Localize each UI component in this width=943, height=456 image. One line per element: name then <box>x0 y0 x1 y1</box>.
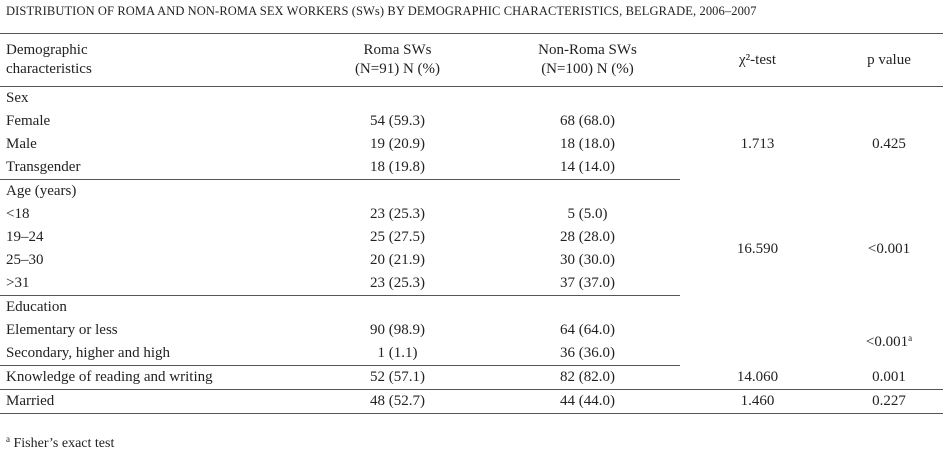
footnote-marker: a <box>908 332 913 343</box>
value-cell: 14 (14.0) <box>495 156 680 180</box>
chi-value: 1.713 <box>740 136 775 153</box>
header-cell: Demographic characteristics <box>0 33 300 87</box>
chi-value: 16.590 <box>736 240 779 257</box>
group-row: Education <box>0 296 943 320</box>
footnote: a Fisher’s exact test <box>6 434 115 452</box>
group-label: Sex <box>6 90 29 106</box>
value-cell: 0.227 <box>835 389 943 414</box>
value-cell: 23 (25.3) <box>370 206 425 222</box>
p-value: 0.425 <box>872 136 906 153</box>
data-row: Male 19 (20.9) 18 (18.0) <box>0 133 943 156</box>
footnote-marker: a <box>6 434 10 444</box>
row-label: 25–30 <box>6 252 44 268</box>
header-text: Roma SWs <box>363 42 432 58</box>
p-value: <0.001 <box>867 240 911 257</box>
group-row: Sex <box>0 87 943 111</box>
value-cell: 28 (28.0) <box>560 229 615 245</box>
row-label: Knowledge of reading and writing <box>0 365 300 390</box>
value-cell: 20 (21.9) <box>370 252 425 268</box>
value-cell: 37 (37.0) <box>495 272 680 296</box>
data-row: 25–30 20 (21.9) 30 (30.0) <box>0 249 943 272</box>
value-cell: 18 (18.0) <box>560 136 615 152</box>
data-row: <18 23 (25.3) 5 (5.0) 16.590 <0.001 <box>0 203 943 257</box>
value-cell: 19 (20.9) <box>370 136 425 152</box>
data-row: >31 23 (25.3) 37 (37.0) <box>0 272 943 296</box>
value-cell: 54 (59.3) <box>370 113 425 129</box>
chi-cell <box>680 319 835 366</box>
data-row: Knowledge of reading and writing 52 (57.1… <box>0 365 943 390</box>
data-row: Elementary or less 90 (98.9) 64 (64.0) <0.0… <box>0 319 943 350</box>
p-cell: <0.001a <box>835 319 943 366</box>
row-label: Male <box>6 136 37 152</box>
header-text: Non-Roma SWs <box>538 42 637 58</box>
value-cell: 68 (68.0) <box>560 113 615 129</box>
p-cell: <0.001 <box>835 203 943 296</box>
row-label: >31 <box>0 272 300 296</box>
chi-cell: 16.590 <box>680 203 835 296</box>
p-value: <0.001 <box>865 333 909 350</box>
value-cell: 1 (1.1) <box>300 342 495 366</box>
header-text: p value <box>867 51 911 68</box>
row-label: 19–24 <box>6 229 44 245</box>
row-label: Elementary or less <box>6 322 118 338</box>
value-cell: 30 (30.0) <box>560 252 615 268</box>
data-table: Demographic characteristics Roma SWs (N=91)… <box>0 33 943 414</box>
row-label: Female <box>6 113 51 129</box>
data-row: Secondary, higher and high 1 (1.1) 36 (36.… <box>0 342 943 366</box>
table-body: Sex Female 54 (59.3) 68 (68.0) 1.713 0.425 Mal… <box>0 87 943 414</box>
header-cell: p value <box>835 33 943 87</box>
header-text: Demographic <box>6 42 88 58</box>
value-cell: 36 (36.0) <box>495 342 680 366</box>
value-cell: 44 (44.0) <box>495 389 680 414</box>
value-cell: 64 (64.0) <box>560 322 615 338</box>
header-cell: Non-Roma SWs (N=100) N (%) <box>495 33 680 87</box>
value-cell: 52 (57.1) <box>300 365 495 390</box>
data-row: 19–24 25 (27.5) 28 (28.0) <box>0 226 943 249</box>
row-label: Transgender <box>0 156 300 180</box>
chi-cell: 1.713 <box>680 110 835 180</box>
header-cell: χ²-test <box>680 33 835 87</box>
value-cell: 18 (19.8) <box>300 156 495 180</box>
header-row: Demographic characteristics Roma SWs (N=91)… <box>0 33 943 87</box>
value-cell: 25 (27.5) <box>370 229 425 245</box>
data-row: Married 48 (52.7) 44 (44.0) 1.460 0.227 <box>0 389 943 414</box>
data-row: Female 54 (59.3) 68 (68.0) 1.713 0.425 <box>0 110 943 152</box>
header-cell: Roma SWs (N=91) N (%) <box>300 33 495 87</box>
value-cell: 90 (98.9) <box>370 322 425 338</box>
data-row: Transgender 18 (19.8) 14 (14.0) <box>0 156 943 180</box>
value-cell: 5 (5.0) <box>567 206 608 222</box>
row-label: <18 <box>6 206 30 222</box>
group-label: Age (years) <box>6 183 77 199</box>
group-row: Age (years) <box>0 180 943 204</box>
header-text: χ²-test <box>739 51 776 68</box>
value-cell: 0.001 <box>835 365 943 390</box>
row-label: Secondary, higher and high <box>0 342 300 366</box>
table-title: DISTRIBUTION OF ROMA AND NON-ROMA SEX WO… <box>6 4 757 18</box>
header-text: (N=91) N (%) <box>354 61 441 77</box>
value-cell: 82 (82.0) <box>495 365 680 390</box>
header-text: (N=100) N (%) <box>541 61 634 77</box>
header-text: characteristics <box>6 61 92 77</box>
value-cell: 14.060 <box>680 365 835 390</box>
value-cell: 1.460 <box>680 389 835 414</box>
value-cell: 23 (25.3) <box>300 272 495 296</box>
group-label: Education <box>6 299 67 315</box>
p-cell: 0.425 <box>835 110 943 180</box>
footnote-text: Fisher’s exact test <box>13 436 115 451</box>
value-cell: 48 (52.7) <box>300 389 495 414</box>
row-label: Married <box>0 389 300 414</box>
